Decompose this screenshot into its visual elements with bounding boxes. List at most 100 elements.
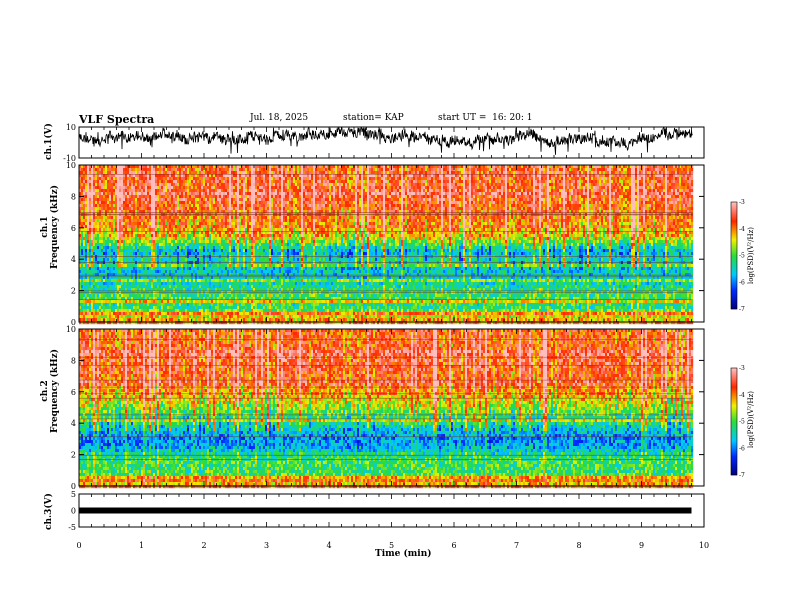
ch1spec-cell	[89, 243, 91, 246]
ch1spec-cell	[109, 306, 111, 309]
ch1spec-cell	[93, 303, 95, 306]
ch1spec-cell	[91, 303, 93, 306]
ch1spec-cell	[87, 234, 89, 237]
ch1spec-cell	[103, 177, 105, 180]
ch1spec-cell	[111, 243, 113, 246]
ch1spec-cell	[107, 279, 109, 282]
ch1spec-cell	[97, 318, 99, 321]
ch1spec-cell	[87, 270, 89, 273]
ch1spec-cell	[117, 177, 119, 180]
ch1spec-cell	[115, 243, 117, 246]
ch1spec-cell	[115, 294, 117, 297]
ch1spec-cell	[107, 282, 109, 285]
ch1spec-cell	[113, 207, 115, 210]
ch1spec-cell	[95, 225, 97, 228]
ch1spec-cell	[99, 267, 101, 270]
ch1spec-cell	[93, 315, 95, 318]
ch1spec-cell	[97, 183, 99, 186]
ch1spec-cell	[95, 294, 97, 297]
ch1spec-cell	[85, 243, 87, 246]
ch1spec-cell	[103, 222, 105, 225]
ch1spec-cell	[105, 246, 107, 249]
ch1spec-cell	[91, 177, 93, 180]
ch1spec-cell	[99, 207, 101, 210]
ch1spec-cell	[107, 294, 109, 297]
ch1spec-cell	[101, 168, 103, 171]
ch1spec-cell	[113, 246, 115, 249]
ch1spec-cell	[105, 189, 107, 192]
ch1spec-cell	[101, 186, 103, 189]
ch1spec-cell	[111, 306, 113, 309]
ch1spec-cell	[95, 264, 97, 267]
ch1spec-cell	[97, 258, 99, 261]
ch1spec-cell	[91, 243, 93, 246]
ch1spec-cell	[93, 204, 95, 207]
ch1spec-cell	[91, 315, 93, 318]
ch1spec-cell	[117, 198, 119, 201]
ch1spec-cell	[101, 222, 103, 225]
ch1spec-cell	[115, 270, 117, 273]
ch1spec-cell	[89, 264, 91, 267]
ch1spec-cell	[101, 219, 103, 222]
ch1spec-cell	[101, 225, 103, 228]
ch1spec-cell	[89, 312, 91, 315]
ch1spec-cell	[113, 204, 115, 207]
ch1spec-cell	[91, 168, 93, 171]
ch1spec-cell	[111, 219, 113, 222]
ch1spec-cell	[83, 264, 85, 267]
ch1spec-cell	[105, 270, 107, 273]
ch1spec-cell	[89, 249, 91, 252]
ch1spec-cell	[81, 192, 83, 195]
ch1spec-cell	[105, 267, 107, 270]
ch1spec-cell	[115, 258, 117, 261]
ch1spec-cell	[111, 234, 113, 237]
ch1spec-cell	[101, 243, 103, 246]
ch1spec-cell	[115, 180, 117, 183]
ch1spec-cell	[97, 207, 99, 210]
ch1spec-cell	[109, 267, 111, 270]
ch1spec-cell	[85, 258, 87, 261]
ch1-ytick-label: 10	[66, 123, 76, 132]
ch1spec-cell	[97, 285, 99, 288]
ch1spec-cell	[109, 183, 111, 186]
ch1spec-cell	[93, 180, 95, 183]
ch1spec-cell	[115, 300, 117, 303]
ch1spec-cell	[99, 243, 101, 246]
ch1spec-cell	[109, 219, 111, 222]
ch1spec-cell	[83, 318, 85, 321]
ch1spec-cell	[95, 321, 97, 324]
ch1spec-cell	[105, 237, 107, 240]
ch1spec-cell	[97, 264, 99, 267]
ch1spec-cell	[93, 237, 95, 240]
ch1spec-cell	[97, 279, 99, 282]
ch1spec-cell	[89, 195, 91, 198]
ch1spec-cell	[107, 285, 109, 288]
ch1spec-cell	[115, 228, 117, 231]
ch1spec-cell	[115, 315, 117, 318]
ch1spec-cell	[85, 270, 87, 273]
ch1spec-cell	[93, 234, 95, 237]
ch1spec-cell	[81, 306, 83, 309]
ch1spec-cell	[101, 318, 103, 321]
ch1spec-cell	[113, 195, 115, 198]
ch1spec-cell	[107, 249, 109, 252]
ch1spec-cell	[117, 168, 119, 171]
ch1spec-cell	[85, 228, 87, 231]
ch1spec-cell	[103, 198, 105, 201]
ch1spec-cell	[97, 273, 99, 276]
ch1spec-cell	[117, 189, 119, 192]
ch1spec-cell	[103, 285, 105, 288]
ch1spec-cell	[105, 168, 107, 171]
ch1spec-cell	[95, 246, 97, 249]
ch1spec-cell	[105, 186, 107, 189]
ch1spec-cell	[103, 303, 105, 306]
ch1spec-cell	[113, 183, 115, 186]
ch1spec-cell	[113, 171, 115, 174]
ch1spec-cell	[101, 252, 103, 255]
ch1spec-cell	[109, 216, 111, 219]
ch1spec-cell	[111, 249, 113, 252]
ch1spec-cell	[113, 240, 115, 243]
ch1spec-cell	[103, 168, 105, 171]
ch1spec-cell	[101, 180, 103, 183]
ch1spec-cell	[89, 186, 91, 189]
